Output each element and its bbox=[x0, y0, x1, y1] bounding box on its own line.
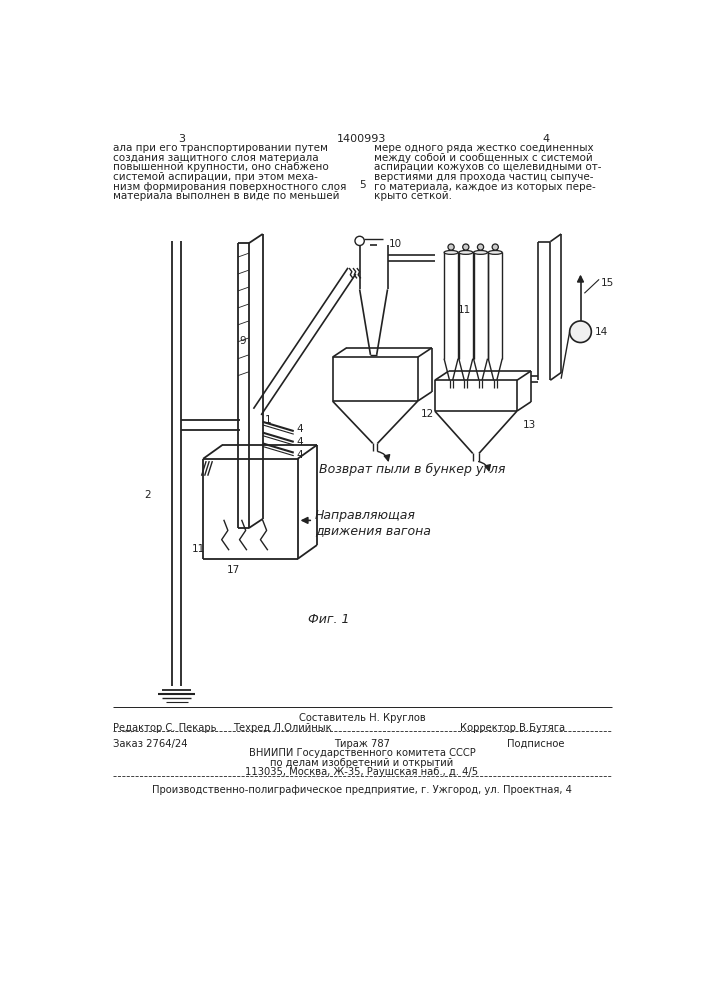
Text: 2: 2 bbox=[144, 490, 151, 500]
Text: Возврат пыли в бункер угля: Возврат пыли в бункер угля bbox=[320, 463, 506, 476]
Text: 4: 4 bbox=[296, 437, 303, 447]
Text: Фиг. 1: Фиг. 1 bbox=[308, 613, 349, 626]
Circle shape bbox=[492, 244, 498, 250]
Text: 14: 14 bbox=[595, 327, 608, 337]
Circle shape bbox=[448, 244, 454, 250]
Ellipse shape bbox=[489, 251, 502, 254]
Text: 1400993: 1400993 bbox=[337, 134, 387, 144]
Text: крыто сеткой.: крыто сеткой. bbox=[373, 191, 452, 201]
Circle shape bbox=[462, 244, 469, 250]
Text: аспирации кожухов со щелевидными от-: аспирации кожухов со щелевидными от- bbox=[373, 162, 601, 172]
Text: системой аспирации, при этом меха-: системой аспирации, при этом меха- bbox=[113, 172, 318, 182]
Text: верстиями для прохода частиц сыпуче-: верстиями для прохода частиц сыпуче- bbox=[373, 172, 593, 182]
Text: 13: 13 bbox=[523, 420, 537, 430]
Text: Подписное: Подписное bbox=[507, 739, 564, 749]
Ellipse shape bbox=[459, 251, 473, 254]
Text: 4: 4 bbox=[296, 424, 303, 434]
Text: го материала, каждое из которых пере-: го материала, каждое из которых пере- bbox=[373, 182, 595, 192]
Text: 17: 17 bbox=[226, 565, 240, 575]
Text: мере одного ряда жестко соединенных: мере одного ряда жестко соединенных bbox=[373, 143, 593, 153]
Text: 4: 4 bbox=[296, 450, 303, 460]
Text: 5: 5 bbox=[359, 180, 366, 190]
Text: Производственно-полиграфическое предприятие, г. Ужгород, ул. Проектная, 4: Производственно-полиграфическое предприя… bbox=[152, 785, 572, 795]
Text: создания защитного слоя материала: создания защитного слоя материала bbox=[113, 153, 319, 163]
Text: Направляющая
движения вагона: Направляющая движения вагона bbox=[315, 509, 431, 537]
Text: по делам изобретений и открытий: по делам изобретений и открытий bbox=[270, 758, 454, 768]
Text: низм формирования поверхностного слоя: низм формирования поверхностного слоя bbox=[113, 182, 346, 192]
Text: 4: 4 bbox=[542, 134, 549, 144]
Text: повышенной крупности, оно снабжено: повышенной крупности, оно снабжено bbox=[113, 162, 329, 172]
Circle shape bbox=[477, 244, 484, 250]
Text: 3: 3 bbox=[178, 134, 185, 144]
Text: Составитель Н. Круглов: Составитель Н. Круглов bbox=[298, 713, 426, 723]
Text: Редактор С. Пекарь: Редактор С. Пекарь bbox=[113, 723, 216, 733]
Text: Заказ 2764/24: Заказ 2764/24 bbox=[113, 739, 187, 749]
Text: 9: 9 bbox=[240, 336, 246, 346]
Text: Тираж 787: Тираж 787 bbox=[334, 739, 390, 749]
Text: ВНИИПИ Государственного комитета СССР: ВНИИПИ Государственного комитета СССР bbox=[249, 748, 475, 758]
Text: Корректор В.Бутяга: Корректор В.Бутяга bbox=[460, 723, 566, 733]
Text: 10: 10 bbox=[389, 239, 402, 249]
Text: 11: 11 bbox=[458, 305, 472, 315]
Text: 12: 12 bbox=[421, 409, 434, 419]
Text: материала выполнен в виде по меньшей: материала выполнен в виде по меньшей bbox=[113, 191, 339, 201]
Text: 113035, Москва, Ж-35, Раушская наб., д. 4/5: 113035, Москва, Ж-35, Раушская наб., д. … bbox=[245, 767, 479, 777]
Text: 15: 15 bbox=[601, 278, 614, 288]
Ellipse shape bbox=[444, 251, 458, 254]
Text: Техред Л.Олийнык: Техред Л.Олийнык bbox=[233, 723, 332, 733]
Ellipse shape bbox=[474, 251, 488, 254]
Text: между собой и сообщенных с системой: между собой и сообщенных с системой bbox=[373, 153, 592, 163]
Circle shape bbox=[570, 321, 591, 343]
Text: 1: 1 bbox=[265, 415, 271, 425]
Text: 11: 11 bbox=[192, 544, 205, 554]
Text: ала при его транспортировании путем: ала при его транспортировании путем bbox=[113, 143, 328, 153]
